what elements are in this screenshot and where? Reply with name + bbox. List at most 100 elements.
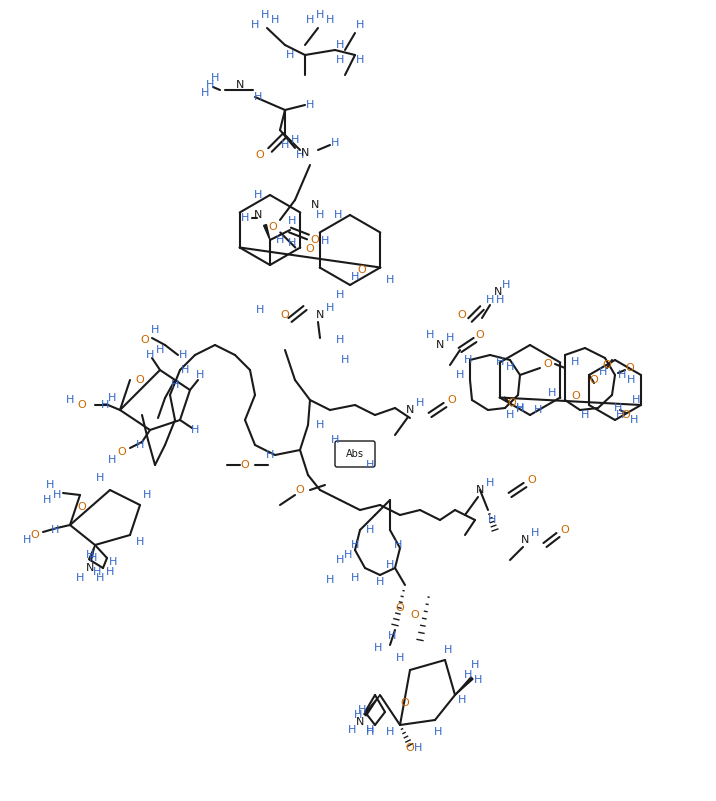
Text: O: O bbox=[77, 502, 87, 513]
Text: H: H bbox=[321, 235, 329, 245]
Text: O: O bbox=[448, 395, 456, 405]
Text: O: O bbox=[590, 375, 599, 385]
Text: H: H bbox=[108, 393, 116, 403]
Text: N: N bbox=[406, 405, 414, 415]
Text: H: H bbox=[86, 550, 95, 560]
Text: H: H bbox=[66, 395, 74, 405]
Polygon shape bbox=[364, 695, 380, 716]
Text: H: H bbox=[571, 357, 579, 367]
Text: H: H bbox=[464, 670, 472, 680]
Text: H: H bbox=[548, 388, 556, 397]
Text: H: H bbox=[109, 557, 117, 567]
Text: H: H bbox=[366, 725, 374, 735]
Text: H: H bbox=[386, 727, 395, 737]
Text: H: H bbox=[446, 333, 454, 343]
Text: H: H bbox=[316, 210, 324, 220]
Text: H: H bbox=[316, 420, 324, 430]
Text: H: H bbox=[331, 435, 339, 445]
Text: O: O bbox=[281, 310, 289, 320]
Text: H: H bbox=[288, 238, 296, 248]
Text: H: H bbox=[331, 138, 339, 148]
Text: H: H bbox=[358, 705, 366, 715]
FancyBboxPatch shape bbox=[335, 441, 375, 467]
Text: H: H bbox=[326, 575, 334, 585]
Text: H: H bbox=[256, 305, 264, 315]
Text: H: H bbox=[96, 473, 105, 483]
Text: H: H bbox=[474, 675, 482, 685]
Text: H: H bbox=[376, 577, 384, 587]
Text: H: H bbox=[581, 410, 589, 420]
Text: H: H bbox=[200, 88, 209, 98]
Text: O: O bbox=[241, 460, 249, 470]
Text: H: H bbox=[205, 80, 214, 90]
Text: H: H bbox=[458, 695, 466, 705]
Text: O: O bbox=[296, 485, 304, 495]
Text: H: H bbox=[326, 15, 334, 25]
Text: H: H bbox=[179, 350, 187, 360]
Text: H: H bbox=[261, 10, 269, 20]
Text: H: H bbox=[51, 525, 59, 535]
Text: H: H bbox=[336, 40, 344, 50]
Text: N: N bbox=[436, 340, 444, 350]
Polygon shape bbox=[455, 677, 473, 695]
Text: O: O bbox=[621, 410, 630, 420]
Text: O: O bbox=[396, 603, 405, 613]
Text: H: H bbox=[146, 350, 154, 360]
Text: N: N bbox=[236, 80, 244, 90]
Text: H: H bbox=[336, 555, 344, 565]
Text: N: N bbox=[311, 200, 319, 210]
Text: H: H bbox=[316, 10, 324, 20]
Text: H: H bbox=[354, 710, 362, 720]
Text: H: H bbox=[534, 405, 542, 415]
Text: H: H bbox=[374, 643, 382, 653]
Text: H: H bbox=[336, 335, 344, 345]
Text: O: O bbox=[306, 244, 314, 255]
Text: H: H bbox=[426, 330, 434, 340]
Text: H: H bbox=[306, 15, 314, 25]
Text: O: O bbox=[626, 363, 634, 373]
Text: H: H bbox=[456, 370, 464, 380]
Text: H: H bbox=[341, 355, 349, 365]
Text: H: H bbox=[614, 403, 622, 413]
Text: O: O bbox=[311, 235, 319, 245]
Text: O: O bbox=[458, 310, 466, 320]
Text: H: H bbox=[211, 73, 219, 83]
Text: H: H bbox=[136, 440, 144, 450]
Text: O: O bbox=[256, 150, 264, 160]
Text: H: H bbox=[414, 743, 422, 753]
Text: O: O bbox=[410, 610, 420, 620]
Text: O: O bbox=[31, 530, 39, 540]
Text: H: H bbox=[241, 213, 249, 223]
Text: N: N bbox=[86, 563, 95, 573]
Text: O: O bbox=[135, 375, 145, 385]
Text: H: H bbox=[106, 567, 114, 577]
Text: H: H bbox=[181, 365, 189, 375]
Text: H: H bbox=[434, 727, 442, 737]
Polygon shape bbox=[89, 545, 95, 561]
Text: O: O bbox=[117, 447, 127, 457]
Text: H: H bbox=[286, 50, 294, 60]
Text: O: O bbox=[571, 391, 580, 401]
Text: O: O bbox=[561, 525, 569, 535]
Text: H: H bbox=[344, 550, 352, 560]
Text: H: H bbox=[394, 540, 402, 550]
Text: O: O bbox=[603, 360, 611, 370]
Text: H: H bbox=[505, 363, 514, 372]
Text: H: H bbox=[142, 490, 151, 500]
Text: O: O bbox=[406, 743, 415, 753]
Text: H: H bbox=[396, 653, 405, 663]
Text: H: H bbox=[351, 540, 359, 550]
Text: N: N bbox=[253, 210, 262, 220]
Text: H: H bbox=[505, 410, 514, 420]
Text: H: H bbox=[326, 303, 334, 313]
Text: N: N bbox=[521, 535, 529, 545]
Text: H: H bbox=[351, 573, 359, 583]
Text: H: H bbox=[136, 537, 144, 547]
Polygon shape bbox=[263, 224, 270, 240]
Text: H: H bbox=[108, 455, 116, 465]
Text: H: H bbox=[281, 140, 289, 150]
Text: H: H bbox=[76, 573, 84, 583]
Text: O: O bbox=[268, 223, 276, 232]
Text: H: H bbox=[253, 92, 262, 102]
Text: O: O bbox=[77, 400, 87, 410]
